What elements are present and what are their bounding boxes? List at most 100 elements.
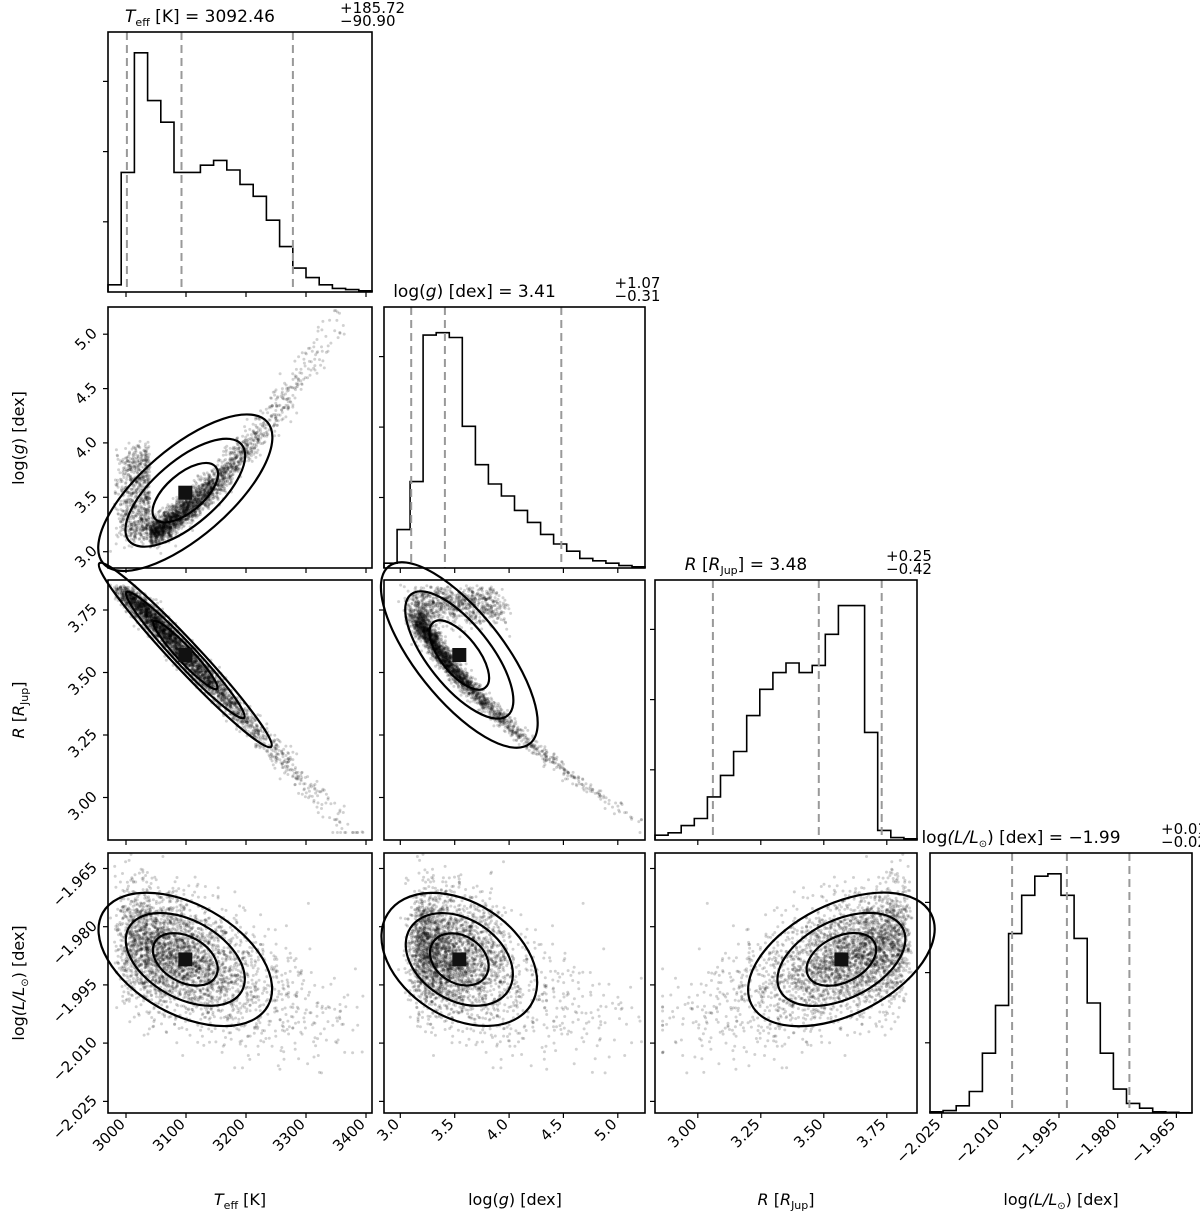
sample-point	[201, 508, 205, 512]
sample-point	[120, 513, 123, 517]
sample-point	[208, 488, 212, 492]
sample-point	[294, 375, 298, 379]
sample-point	[334, 309, 338, 312]
sample-point	[162, 524, 165, 527]
sample-point	[304, 791, 308, 795]
sample-point	[126, 528, 130, 532]
sample-point	[129, 527, 133, 531]
sample-point	[293, 783, 297, 787]
sample-point	[121, 466, 125, 470]
sample-point	[296, 379, 300, 383]
sample-point	[285, 387, 289, 391]
sample-point	[138, 528, 142, 531]
sample-point	[206, 483, 210, 487]
sample-point	[137, 466, 140, 470]
scatter-points-teff-radius	[109, 583, 365, 834]
sample-point	[259, 436, 263, 440]
sample-point	[143, 457, 147, 461]
sample-point	[254, 417, 257, 421]
sample-point	[254, 435, 258, 439]
sample-point	[140, 453, 144, 457]
sample-point	[134, 453, 138, 457]
sample-point	[219, 481, 223, 484]
sample-point	[212, 501, 215, 504]
sample-point	[259, 442, 263, 445]
sample-point	[155, 535, 159, 539]
sample-point	[191, 529, 195, 532]
sample-point	[129, 528, 133, 532]
sample-point	[139, 528, 142, 532]
sample-point	[151, 529, 155, 533]
sample-point	[284, 415, 288, 419]
sample-point	[331, 831, 335, 834]
sample-point	[225, 461, 229, 465]
sample-point	[264, 407, 268, 411]
sample-point	[245, 446, 249, 450]
sample-point	[203, 473, 206, 477]
sample-point	[147, 493, 151, 497]
sample-point	[249, 433, 253, 437]
sample-point	[136, 465, 140, 469]
sample-point	[141, 459, 145, 462]
sample-point	[128, 463, 132, 467]
sample-point	[122, 546, 126, 550]
sample-point	[207, 503, 211, 507]
sample-point	[147, 506, 151, 510]
sample-point	[259, 409, 263, 413]
sample-point	[137, 467, 140, 471]
sample-point	[255, 724, 259, 728]
sample-point	[159, 526, 163, 530]
sample-point	[150, 524, 154, 528]
sample-point	[319, 363, 323, 367]
sample-point	[222, 449, 226, 453]
sample-point	[129, 503, 132, 506]
sample-point	[139, 451, 143, 455]
sample-point	[228, 446, 232, 450]
sample-point	[139, 505, 143, 509]
sample-point	[178, 519, 182, 523]
sample-point	[196, 475, 200, 478]
sample-point	[257, 417, 261, 421]
sample-point	[141, 482, 145, 485]
sample-point	[197, 497, 201, 501]
sample-point	[228, 475, 232, 479]
sample-point	[316, 329, 320, 333]
sample-point	[215, 494, 219, 498]
sample-point	[155, 536, 158, 540]
sample-point	[145, 523, 149, 527]
sample-point	[124, 503, 128, 507]
sample-point	[130, 545, 134, 549]
sample-point	[122, 468, 126, 472]
sample-point	[168, 533, 172, 537]
sample-point	[145, 495, 149, 499]
sample-point	[255, 431, 259, 435]
sample-point	[132, 464, 136, 468]
sample-point	[139, 525, 143, 529]
sample-point	[248, 427, 252, 431]
sample-point	[132, 511, 135, 514]
sample-point	[173, 511, 177, 515]
sample-point	[176, 513, 179, 517]
sample-point	[251, 446, 255, 449]
sample-point	[267, 418, 271, 422]
sample-point	[194, 487, 198, 490]
sample-point	[165, 513, 169, 517]
sample-point	[266, 432, 270, 436]
sample-point	[129, 477, 133, 481]
sample-point	[261, 411, 265, 415]
sample-point	[151, 525, 155, 529]
sample-point	[335, 823, 339, 827]
sample-point	[130, 470, 134, 474]
scatter-points-teff-logg	[109, 309, 346, 555]
sample-point	[149, 531, 153, 535]
sample-point	[230, 459, 234, 463]
sample-point	[155, 525, 159, 529]
sample-point	[277, 434, 281, 437]
sample-point	[320, 349, 324, 353]
sample-point	[223, 467, 227, 471]
sample-point	[229, 462, 233, 466]
sample-point	[135, 491, 139, 494]
sample-point	[132, 540, 136, 544]
sample-point	[296, 383, 300, 386]
sample-point	[142, 480, 146, 483]
